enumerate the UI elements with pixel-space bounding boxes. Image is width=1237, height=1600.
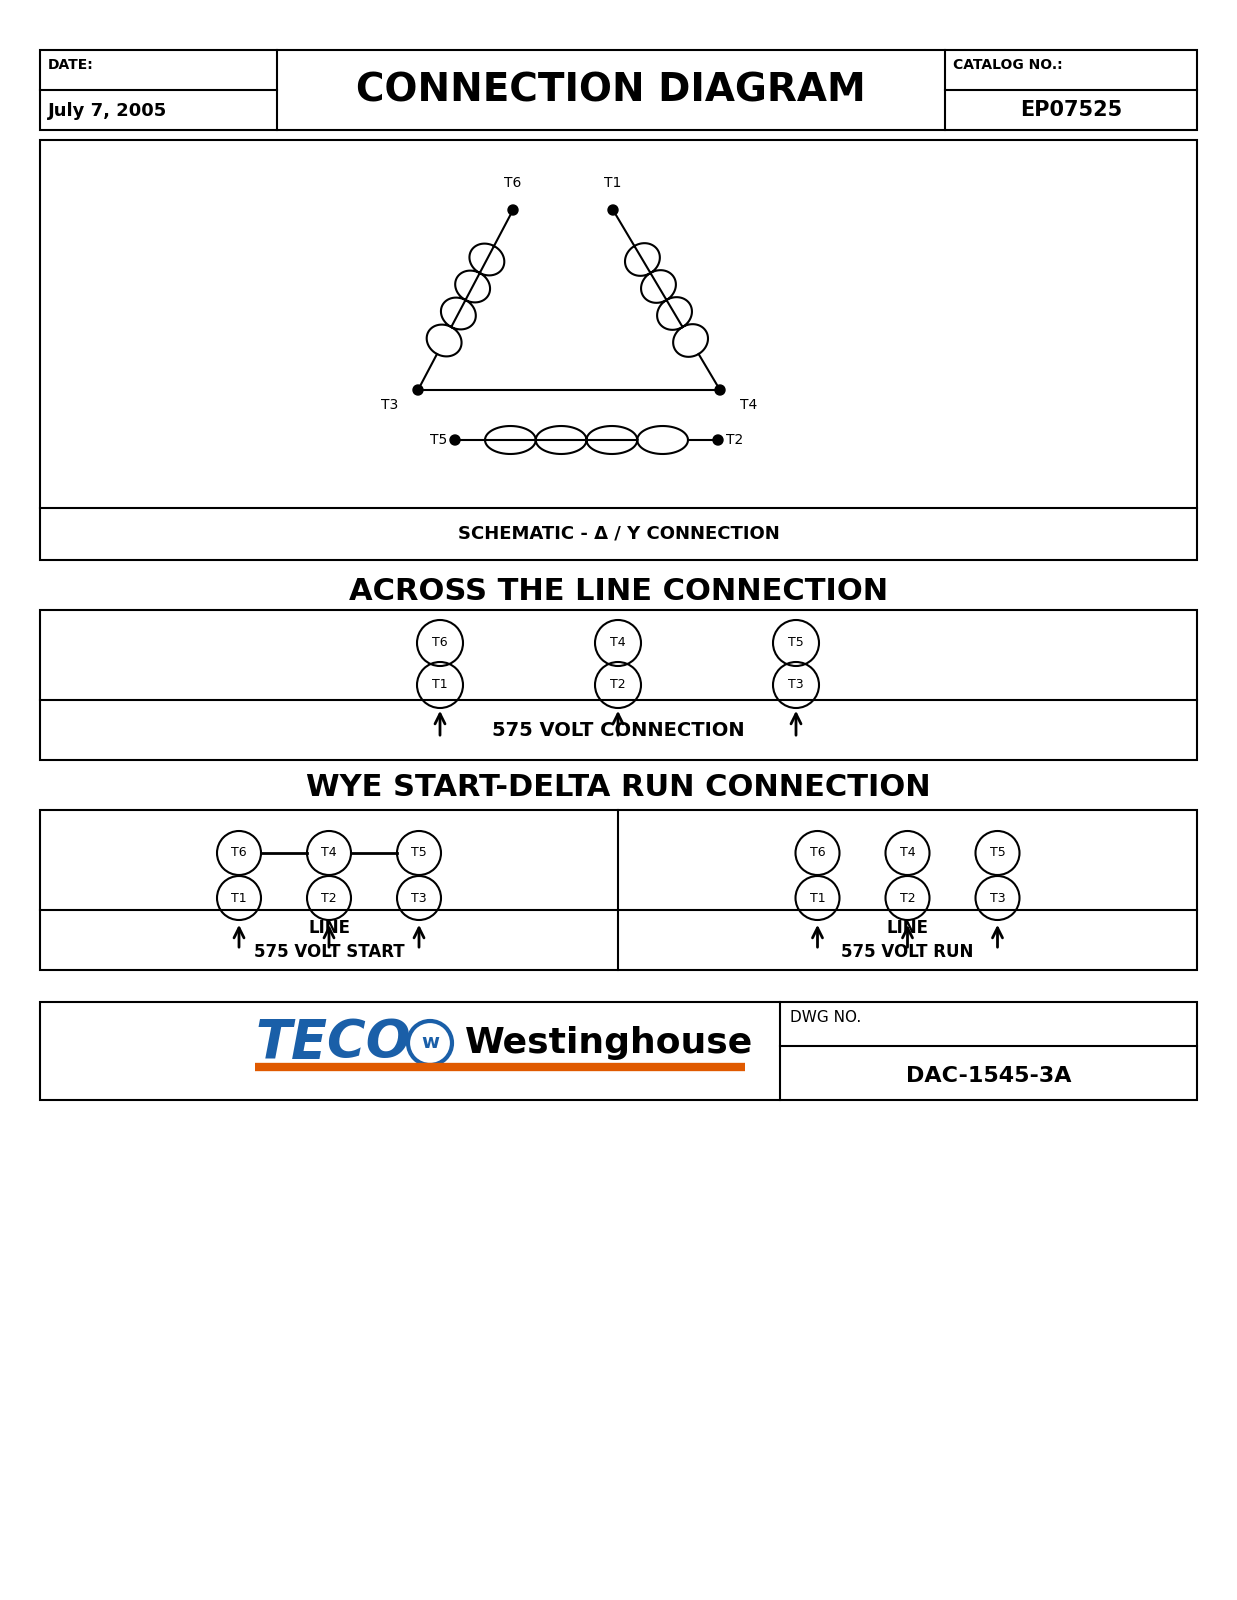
Bar [40,141,1197,560]
Text: 575 VOLT CONNECTION: 575 VOLT CONNECTION [492,720,745,739]
Text: T4: T4 [610,637,626,650]
Text: T5: T5 [411,846,427,859]
Text: T2: T2 [610,678,626,691]
Text: T3: T3 [411,891,427,904]
Circle shape [609,205,618,214]
Text: T6: T6 [810,846,825,859]
Text: TECO: TECO [255,1018,411,1069]
Text: w: w [421,1034,439,1053]
Text: LINE
575 VOLT START: LINE 575 VOLT START [254,918,404,960]
Text: SCHEMATIC - Δ / Y CONNECTION: SCHEMATIC - Δ / Y CONNECTION [458,525,779,542]
Text: T1: T1 [810,891,825,904]
Text: DATE:: DATE: [48,58,94,72]
Text: Westinghouse: Westinghouse [465,1026,753,1059]
Circle shape [715,386,725,395]
Circle shape [450,435,460,445]
Text: T4: T4 [740,398,757,411]
Text: T3: T3 [381,398,398,411]
Text: T2: T2 [322,891,336,904]
Text: T3: T3 [788,678,804,691]
Text: WYE START-DELTA RUN CONNECTION: WYE START-DELTA RUN CONNECTION [307,773,930,803]
Circle shape [413,386,423,395]
Text: T5: T5 [788,637,804,650]
Bar [40,50,1197,130]
Text: T3: T3 [990,891,1006,904]
Text: T4: T4 [322,846,336,859]
Bar [40,810,1197,970]
Text: T2: T2 [899,891,915,904]
Circle shape [713,435,722,445]
Text: T1: T1 [605,176,622,190]
Text: T4: T4 [899,846,915,859]
Text: LINE
575 VOLT RUN: LINE 575 VOLT RUN [841,918,974,960]
Bar [40,610,1197,760]
Text: CONNECTION DIAGRAM: CONNECTION DIAGRAM [356,70,866,109]
Text: July 7, 2005: July 7, 2005 [48,102,167,120]
Text: T6: T6 [505,176,522,190]
Text: T6: T6 [231,846,247,859]
Bar [40,1002,1197,1101]
Text: T2: T2 [726,434,743,446]
Text: T1: T1 [432,678,448,691]
Text: DWG NO.: DWG NO. [790,1010,861,1026]
Circle shape [508,205,518,214]
Text: ACROSS THE LINE CONNECTION: ACROSS THE LINE CONNECTION [349,578,888,606]
Text: CATALOG NO.:: CATALOG NO.: [952,58,1063,72]
Text: T1: T1 [231,891,247,904]
Text: EP07525: EP07525 [1019,99,1122,120]
Text: T5: T5 [990,846,1006,859]
Text: DAC-1545-3A: DAC-1545-3A [905,1066,1071,1086]
Text: T6: T6 [432,637,448,650]
Text: T5: T5 [429,434,447,446]
